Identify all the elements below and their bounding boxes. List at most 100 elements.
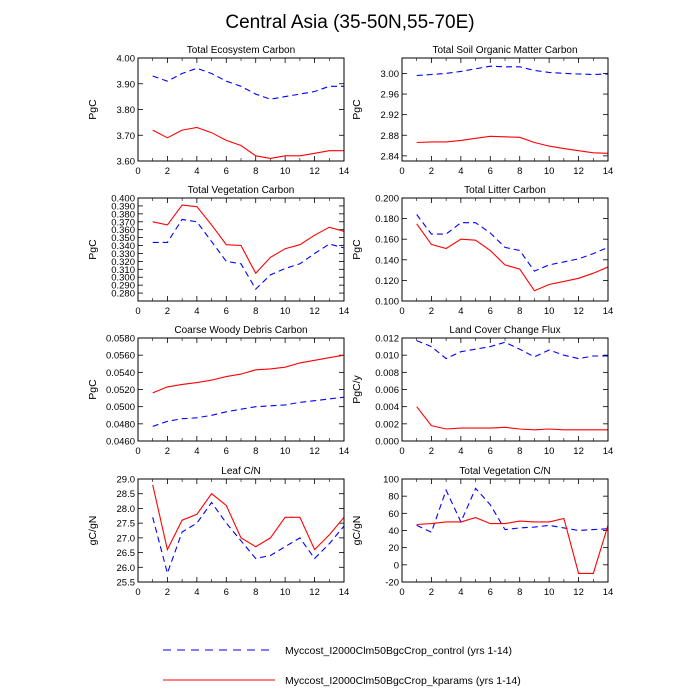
y-tick-label: 0.000 xyxy=(375,437,399,448)
plot-frame xyxy=(137,197,345,302)
y-tick-label: 0.370 xyxy=(111,217,135,228)
series-kparams-line xyxy=(416,406,608,431)
x-tick-label: 2 xyxy=(429,587,434,598)
legend: Myccost_I2000Clm50BgcCrop_control (yrs 1… xyxy=(163,645,521,687)
y-tick-label: 100 xyxy=(383,475,399,486)
series-kparams-line xyxy=(152,204,344,275)
y-tick-label: 2.84 xyxy=(381,151,400,162)
x-tick-label: 12 xyxy=(573,446,584,457)
series-control-line xyxy=(152,67,344,100)
x-tick-label: 10 xyxy=(544,306,555,317)
chart-panel: Total Vegetation C/N gC/gN 0 2 4 6 8 10 12 14 100 8… xyxy=(351,466,613,598)
chart-panel: Total Vegetation Carbon PgC 0 2 4 6 8 10 12 14 0.4… xyxy=(87,185,349,317)
x-tick-label: 14 xyxy=(603,587,614,598)
chart-panel: Total Litter Carbon PgC 0 2 4 6 8 10 12 14 0.200 0.… xyxy=(351,185,613,317)
x-tick-label: 10 xyxy=(280,446,291,457)
x-tick-label: 12 xyxy=(309,587,320,598)
y-tick-label: 0.0460 xyxy=(106,437,135,448)
plot-frame xyxy=(137,57,345,162)
series-control-line xyxy=(416,65,608,77)
x-tick-label: 8 xyxy=(517,587,522,598)
y-tick-label: 0.006 xyxy=(375,385,399,396)
legend-kparams-label: Myccost_I2000Clm50BgcCrop_kparams (yrs 1… xyxy=(285,675,521,687)
plot-frame xyxy=(401,197,609,302)
plot-frame xyxy=(137,337,345,442)
panel-title: Land Cover Change Flux xyxy=(449,325,560,336)
y-tick-label: 0.0540 xyxy=(106,368,135,379)
y-tick-label: 0.0560 xyxy=(106,351,135,362)
panel-title: Coarse Woody Debris Carbon xyxy=(174,325,307,336)
y-tick-label: 0.180 xyxy=(375,214,399,225)
x-tick-label: 6 xyxy=(224,166,229,177)
x-tick-label: 4 xyxy=(458,166,463,177)
x-tick-label: 6 xyxy=(224,446,229,457)
series-kparams-line xyxy=(152,354,344,394)
y-tick-label: 0.012 xyxy=(375,334,399,345)
y-tick-label: 0.100 xyxy=(375,297,399,308)
x-tick-label: 10 xyxy=(280,166,291,177)
y-tick-label: 0.280 xyxy=(111,289,135,300)
chart-panel: Leaf C/N gC/gN 0 2 4 6 8 10 12 14 29.0 28.5 28.0 27.5… xyxy=(87,466,349,598)
panel-title: Total Soil Organic Matter Carbon xyxy=(432,45,577,56)
x-tick-label: 6 xyxy=(488,446,493,457)
x-tick-label: 14 xyxy=(339,166,350,177)
y-tick-label: 0.310 xyxy=(111,265,135,276)
x-tick-label: 14 xyxy=(339,587,350,598)
x-tick-label: 0 xyxy=(399,306,404,317)
x-tick-label: 4 xyxy=(194,166,199,177)
x-tick-label: 12 xyxy=(309,446,320,457)
x-tick-label: 6 xyxy=(488,166,493,177)
figure-title: Central Asia (35-50N,55-70E) xyxy=(225,12,474,33)
y-axis-label: gC/gN xyxy=(351,516,363,546)
x-tick-label: 8 xyxy=(253,446,258,457)
series-control-line xyxy=(416,214,608,272)
x-tick-label: 10 xyxy=(544,446,555,457)
y-tick-label: 3.70 xyxy=(117,131,136,142)
chart-panels: Total Ecosystem Carbon PgC 0 2 4 6 8 10 12 14 4.00… xyxy=(87,45,613,598)
y-axis-label: gC/gN xyxy=(87,516,99,546)
x-tick-label: 0 xyxy=(135,446,140,457)
x-tick-label: 10 xyxy=(544,587,555,598)
x-tick-label: 4 xyxy=(458,587,463,598)
y-tick-label: 0.200 xyxy=(375,194,399,205)
y-tick-label: 0.160 xyxy=(375,235,399,246)
series-kparams-line xyxy=(416,517,608,574)
y-axis-label: PgC xyxy=(87,239,99,260)
x-tick-label: 8 xyxy=(517,446,522,457)
x-tick-label: 10 xyxy=(280,306,291,317)
y-tick-label: 60 xyxy=(388,509,399,520)
chart-panel: Total Ecosystem Carbon PgC 0 2 4 6 8 10 12 14 4.00… xyxy=(87,45,349,177)
x-tick-label: 6 xyxy=(224,306,229,317)
plot-frame xyxy=(401,478,609,583)
x-tick-label: 14 xyxy=(603,166,614,177)
x-tick-label: 0 xyxy=(135,306,140,317)
y-tick-label: 3.80 xyxy=(117,105,136,116)
x-tick-label: 6 xyxy=(488,587,493,598)
series-control-line xyxy=(152,218,344,290)
x-tick-label: 12 xyxy=(573,587,584,598)
x-tick-label: 8 xyxy=(517,166,522,177)
x-tick-label: 2 xyxy=(429,446,434,457)
x-tick-label: 12 xyxy=(573,166,584,177)
y-tick-label: 3.90 xyxy=(117,79,136,90)
y-tick-label: 4.00 xyxy=(117,54,136,65)
plot-frame xyxy=(137,478,345,583)
chart-panel: Total Soil Organic Matter Carbon PgC 0 2 4 6 8… xyxy=(351,45,613,177)
x-tick-label: 8 xyxy=(253,166,258,177)
x-tick-label: 14 xyxy=(603,306,614,317)
x-tick-label: 2 xyxy=(165,306,170,317)
x-tick-label: 4 xyxy=(458,446,463,457)
y-tick-label: 29.0 xyxy=(117,475,136,486)
x-tick-label: 4 xyxy=(458,306,463,317)
x-tick-label: 14 xyxy=(339,446,350,457)
x-tick-label: 2 xyxy=(429,306,434,317)
y-tick-label: -20 xyxy=(385,578,399,589)
y-tick-label: 0.320 xyxy=(111,257,135,268)
x-tick-label: 10 xyxy=(544,166,555,177)
x-tick-label: 14 xyxy=(339,306,350,317)
y-tick-label: 0.340 xyxy=(111,241,135,252)
y-tick-label: 0.400 xyxy=(111,194,135,205)
y-tick-label: 0.008 xyxy=(375,368,399,379)
